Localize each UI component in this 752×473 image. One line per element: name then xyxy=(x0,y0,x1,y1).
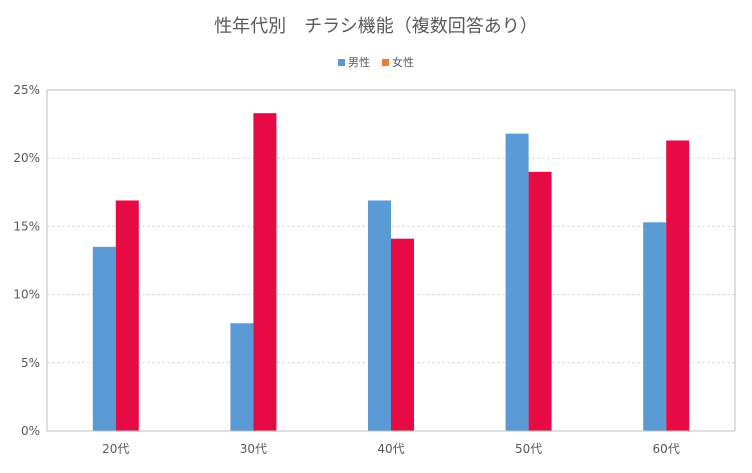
y-tick-label: 25% xyxy=(13,83,40,97)
bar-female xyxy=(391,238,414,431)
bar-male xyxy=(230,323,254,431)
legend-item-male[interactable]: 男性 xyxy=(338,54,370,70)
bar-female xyxy=(528,171,552,431)
x-tick-label: 60代 xyxy=(653,442,680,456)
y-tick-label: 5% xyxy=(21,356,40,370)
y-tick-label: 0% xyxy=(21,424,40,438)
x-tick-label: 50代 xyxy=(515,442,542,456)
x-tick-label: 20代 xyxy=(102,442,129,456)
y-tick-label: 20% xyxy=(13,151,40,165)
x-tick-label: 40代 xyxy=(377,442,404,456)
bar-female xyxy=(666,140,690,431)
x-tick-label: 30代 xyxy=(240,442,267,456)
legend: 男性 女性 xyxy=(0,54,752,70)
bar-female xyxy=(115,200,139,431)
bar-female xyxy=(253,113,277,432)
legend-item-female[interactable]: 女性 xyxy=(382,54,414,70)
y-tick-label: 10% xyxy=(13,288,40,302)
legend-label-female: 女性 xyxy=(392,56,414,69)
bar-male xyxy=(368,200,391,431)
legend-swatch-female xyxy=(382,58,389,66)
legend-label-male: 男性 xyxy=(348,56,370,69)
bar-male xyxy=(643,222,667,431)
chart-title: 性年代別 チラシ機能（複数回答あり） xyxy=(214,16,538,37)
bar-male xyxy=(92,246,116,431)
y-tick-label: 15% xyxy=(13,219,40,233)
bar-male xyxy=(505,133,529,431)
legend-swatch-male xyxy=(338,58,345,66)
